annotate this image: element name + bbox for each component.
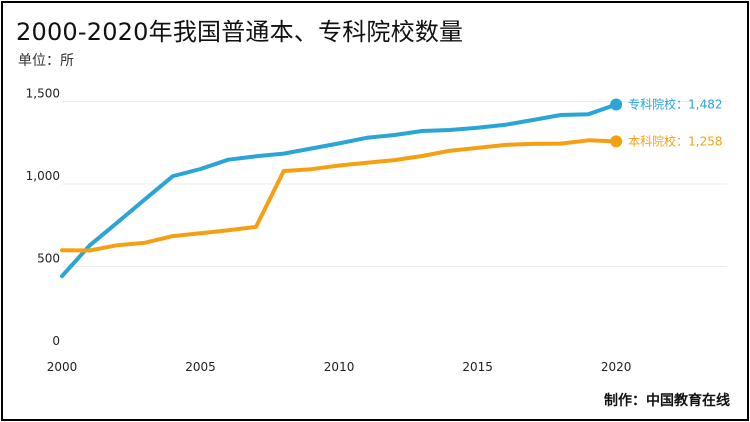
series-line-0	[60, 102, 619, 279]
x-axis: 2000 2005 2010 2015 2020	[47, 360, 632, 374]
series-end-marker-1	[610, 135, 623, 148]
y-tick-label-1: 500	[37, 252, 60, 266]
series-group: 专科院校：1,482 本科院校：1,258	[60, 96, 723, 279]
series-end-marker-0	[610, 98, 623, 111]
y-tick-label-3: 1,500	[26, 87, 60, 101]
chart-title: 2000-2020年我国普通本、专科院校数量	[16, 18, 464, 46]
x-tick-label-4: 2020	[601, 360, 632, 374]
y-tick-label-0: 0	[52, 334, 60, 348]
series-end-label-1: 本科院校：1,258	[628, 133, 722, 148]
x-tick-label-2: 2010	[324, 360, 355, 374]
x-tick-label-3: 2015	[462, 360, 493, 374]
y-axis: 0 500 1,000 1,500	[26, 87, 60, 349]
x-tick-label-1: 2005	[185, 360, 216, 374]
unit-label: 单位：所	[18, 53, 74, 69]
y-tick-label-2: 1,000	[26, 169, 60, 183]
series-line-1	[60, 138, 619, 253]
source-credit: 制作：中国教育在线	[604, 393, 730, 409]
x-tick-label-0: 2000	[47, 360, 78, 374]
series-end-label-0: 专科院校：1,482	[628, 96, 722, 111]
